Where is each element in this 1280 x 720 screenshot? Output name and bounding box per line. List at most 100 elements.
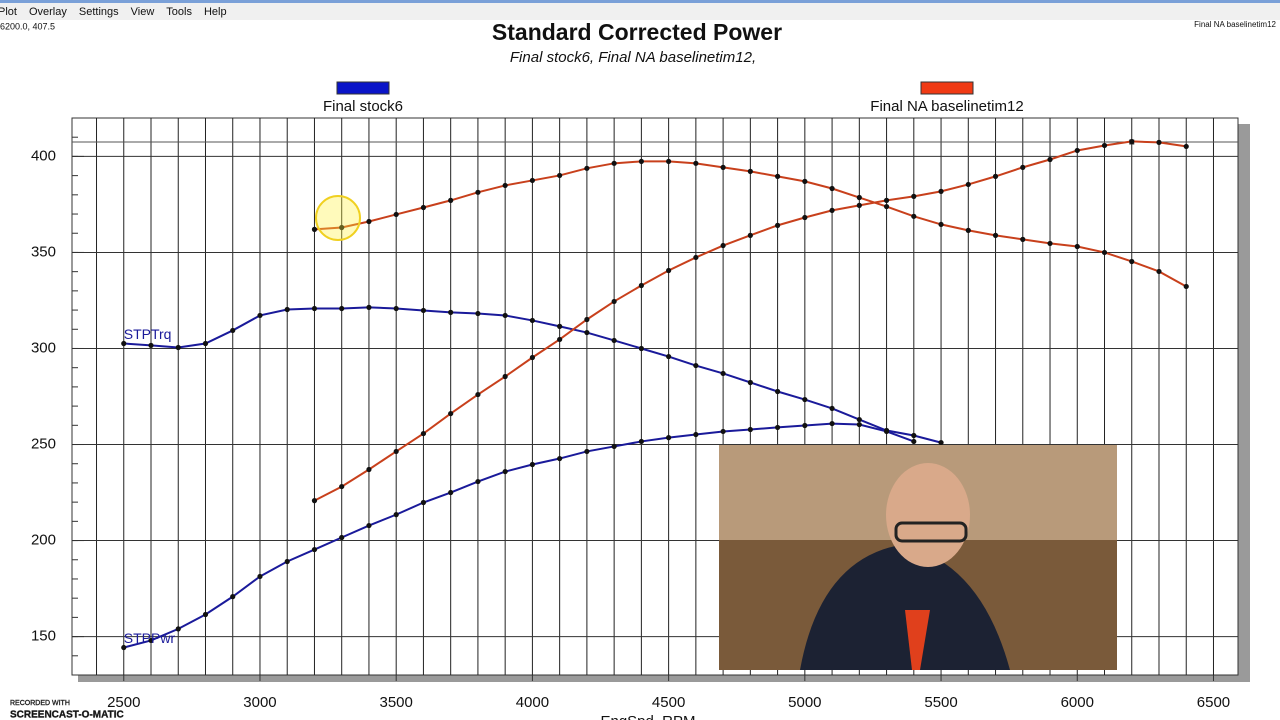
- data-point: [1156, 139, 1162, 145]
- data-point: [1183, 283, 1189, 290]
- menu-item[interactable]: View: [131, 6, 155, 18]
- plot: [72, 117, 1238, 681]
- data-point: [1020, 164, 1026, 170]
- watermark-brand: SCREENCAST-O-MATIC: [10, 710, 124, 720]
- data-point: [992, 173, 999, 179]
- person-body: [800, 545, 1010, 670]
- mouse-highlight: [315, 195, 361, 241]
- curve-label: STPPwr: [124, 630, 176, 646]
- x-tick-label: 4500: [652, 694, 685, 711]
- legend-swatch: [336, 81, 390, 95]
- data-point: [883, 197, 890, 203]
- menu-item[interactable]: Overlay: [29, 6, 67, 18]
- data-point: [502, 468, 508, 475]
- legend-swatch: [920, 81, 974, 95]
- data-point: [611, 160, 617, 166]
- legend-label: Final stock6: [323, 98, 403, 115]
- data-point: [1020, 236, 1026, 242]
- data-point: [693, 431, 699, 438]
- data-point: [448, 197, 454, 203]
- data-point: [175, 344, 181, 351]
- data-point: [475, 189, 481, 195]
- data-point: [638, 345, 644, 352]
- data-point: [856, 194, 862, 201]
- data-point: [720, 164, 726, 170]
- x-axis-title: EngSpd, RPM: [600, 713, 695, 720]
- data-point: [666, 267, 672, 274]
- data-point: [829, 420, 835, 427]
- data-point: [339, 483, 345, 490]
- data-point: [311, 226, 318, 232]
- data-point: [366, 466, 372, 473]
- data-point: [747, 168, 753, 174]
- data-point: [611, 337, 617, 344]
- y-tick-label: 150: [31, 628, 56, 645]
- data-point: [393, 211, 399, 218]
- data-point: [529, 317, 536, 324]
- x-tick-label: 3500: [380, 694, 413, 711]
- x-tick-label: 4000: [516, 694, 549, 711]
- menu-item[interactable]: Tools: [166, 6, 192, 18]
- data-point: [829, 207, 835, 213]
- data-point: [448, 489, 454, 496]
- data-point: [121, 644, 127, 651]
- data-point: [720, 242, 726, 249]
- y-tick-label: 250: [31, 435, 56, 452]
- data-point: [720, 428, 726, 435]
- menu-bar: [0, 3, 1280, 20]
- data-point: [938, 439, 944, 446]
- data-point: [502, 373, 508, 380]
- data-point: [638, 282, 644, 289]
- data-point: [148, 342, 154, 349]
- data-point: [420, 499, 427, 506]
- glasses: [894, 521, 968, 543]
- x-tick-label: 5500: [924, 694, 957, 711]
- data-point: [557, 336, 563, 343]
- menu-item[interactable]: Settings: [79, 6, 119, 18]
- data-point: [502, 312, 508, 319]
- menu-item[interactable]: Plot: [0, 6, 17, 18]
- data-point: [311, 498, 318, 504]
- data-point: [448, 309, 454, 315]
- x-tick-label: 2500: [107, 694, 140, 711]
- menu-item[interactable]: Help: [204, 6, 227, 18]
- data-point: [1101, 249, 1108, 256]
- data-point: [393, 448, 399, 455]
- data-point: [366, 522, 372, 529]
- data-point: [611, 443, 617, 450]
- data-point: [366, 304, 372, 310]
- data-point: [856, 416, 862, 423]
- data-point: [1074, 147, 1080, 154]
- y-tick-label: 400: [31, 147, 56, 164]
- data-point: [802, 396, 808, 403]
- data-point: [911, 432, 917, 439]
- data-point: [638, 438, 644, 445]
- data-point: [230, 327, 236, 334]
- data-point: [584, 329, 590, 336]
- data-point: [529, 461, 536, 468]
- data-point: [911, 193, 917, 199]
- person-head: [886, 463, 970, 567]
- window-edge: [0, 0, 1280, 3]
- y-tick-label: 300: [31, 339, 56, 356]
- data-point: [693, 362, 699, 369]
- data-point: [938, 221, 944, 228]
- cursor-readout: 6200.0, 407.5: [0, 21, 55, 31]
- data-point: [965, 227, 971, 233]
- y-tick-label: 200: [31, 532, 56, 549]
- data-point: [1074, 243, 1080, 250]
- data-point: [1183, 143, 1189, 150]
- data-point: [693, 254, 699, 261]
- data-point: [420, 307, 427, 314]
- data-point: [1156, 268, 1162, 275]
- data-point: [856, 421, 862, 428]
- data-point: [693, 160, 699, 166]
- data-point: [829, 185, 835, 192]
- data-point: [557, 172, 563, 179]
- chart-subtitle: Final stock6, Final NA baselinetim12,: [510, 49, 756, 66]
- data-point: [202, 340, 209, 347]
- data-point: [774, 222, 781, 228]
- data-point: [965, 181, 971, 188]
- x-tick-label: 3000: [243, 694, 276, 711]
- data-point: [774, 173, 781, 179]
